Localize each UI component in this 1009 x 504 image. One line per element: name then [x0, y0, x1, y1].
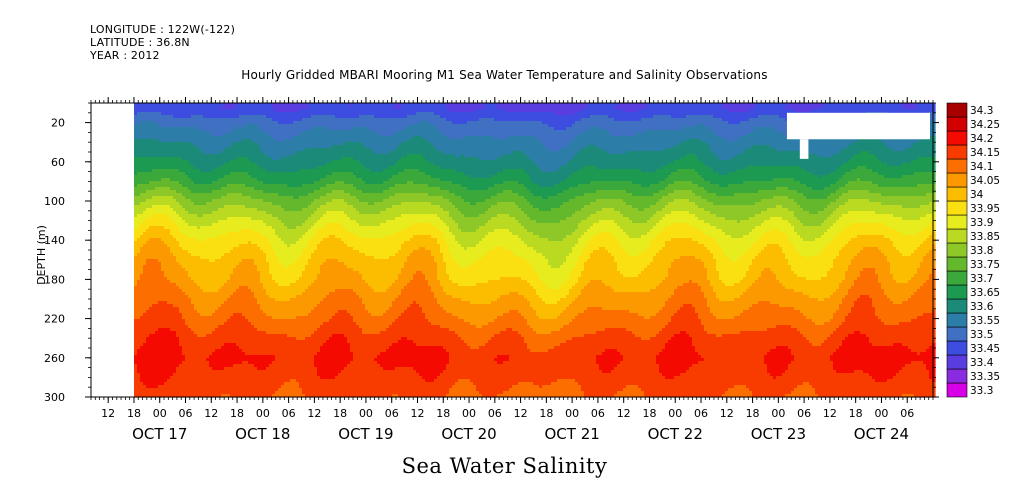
plot-area: [134, 103, 936, 398]
